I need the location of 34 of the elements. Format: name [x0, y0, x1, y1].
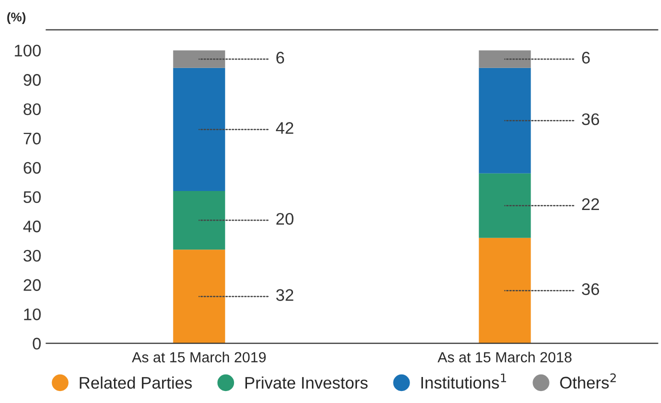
y-tick-label: 0 — [32, 338, 41, 350]
y-tick-label: 50 — [24, 191, 41, 204]
y-tick-label: 40 — [23, 220, 41, 232]
bar — [478, 50, 531, 68]
bar — [173, 50, 226, 68]
data-label: 36 — [582, 283, 600, 296]
y-tick-label: 60 — [24, 162, 41, 174]
bar — [478, 238, 531, 344]
data-label: 42 — [276, 122, 294, 134]
bar — [173, 250, 226, 344]
bar — [478, 68, 531, 174]
y-tick-label: 30 — [24, 250, 41, 262]
legend-label: Institutions$^{1}$ — [421, 374, 506, 389]
bar — [478, 173, 531, 238]
data-label: 32 — [276, 289, 294, 301]
legend-label: Others$^{2}$ — [560, 373, 616, 389]
data-label: 6 — [582, 52, 590, 64]
x-tick-label: As at 15 March 2019 — [132, 352, 266, 362]
data-label: 36 — [582, 113, 600, 126]
data-label: 20 — [276, 212, 294, 225]
y-tick-label: 20 — [24, 279, 41, 291]
legend-label: Private Investors — [245, 376, 368, 389]
x-tick-label: As at 15 March 2018 — [438, 352, 572, 362]
y-tick-label: 100 — [14, 44, 41, 57]
legend-label: Related Parties — [80, 376, 192, 389]
y-axis-title: (%) — [7, 12, 26, 24]
data-label: 22 — [582, 198, 599, 210]
data-label: 6 — [276, 52, 284, 64]
y-tick-label: 10 — [24, 308, 41, 320]
y-tick-label: 80 — [24, 103, 41, 116]
bar — [173, 68, 226, 191]
y-tick-label: 70 — [24, 132, 41, 144]
y-tick-label: 90 — [24, 74, 41, 86]
bar — [173, 190, 226, 250]
